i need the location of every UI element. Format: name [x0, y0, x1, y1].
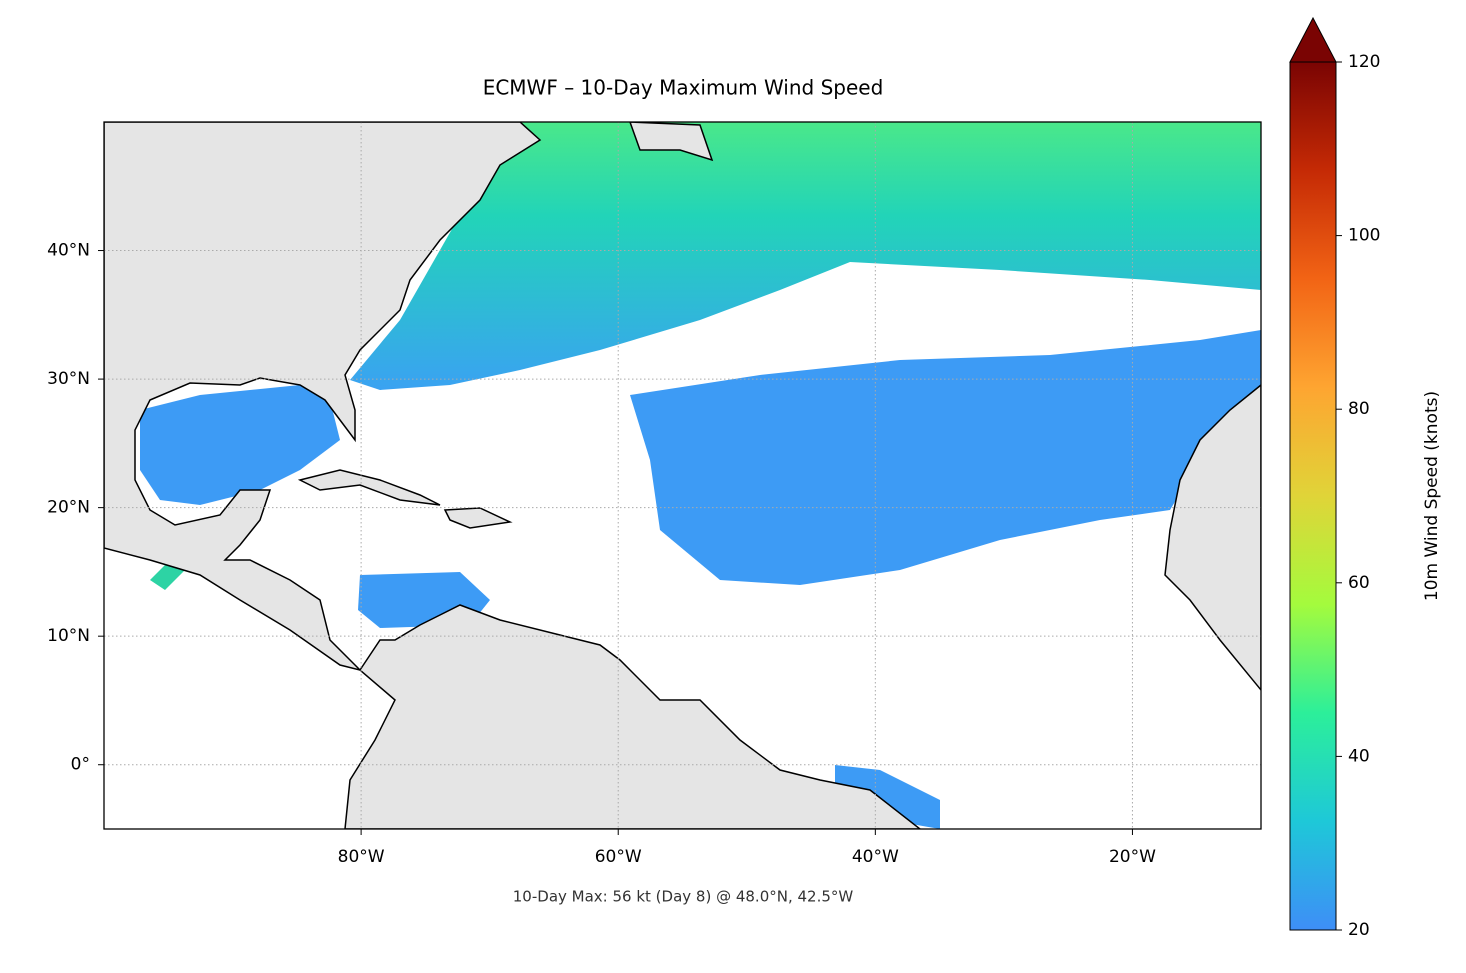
- wind-holes: [760, 290, 1250, 352]
- colorbar-tick-label: 20: [1348, 920, 1370, 940]
- annotation: 10-Day Max: 56 kt (Day 8) @ 48.0°N, 42.5…: [513, 888, 854, 906]
- colorbar-tick-label: 60: [1348, 573, 1370, 593]
- colorbar-tick-label: 100: [1348, 226, 1380, 246]
- colorbar-label: 10m Wind Speed (knots): [1422, 391, 1442, 601]
- colorbar-tick-label: 40: [1348, 746, 1370, 766]
- americas: [104, 122, 922, 829]
- colorbar-tick-label: 120: [1348, 52, 1380, 72]
- colorbar: [1289, 61, 1337, 931]
- x-tick-label: 80°W: [338, 847, 385, 867]
- cuba: [297, 469, 441, 506]
- y-tick-label: 40°N: [47, 241, 90, 261]
- x-tick-label: 40°W: [852, 847, 899, 867]
- chart-title: ECMWF – 10-Day Maximum Wind Speed: [483, 76, 884, 100]
- y-tick-label: 10°N: [47, 626, 90, 646]
- africa: [1164, 384, 1261, 692]
- map: [104, 122, 1261, 829]
- colorbar-tick-label: 80: [1348, 399, 1370, 419]
- wind-north: [350, 122, 1261, 390]
- wind-subtropical: [630, 330, 1261, 585]
- x-tick-label: 60°W: [595, 847, 642, 867]
- y-tick-label: 20°N: [47, 498, 90, 518]
- wind-gulf: [140, 385, 340, 505]
- x-tick-label: 20°W: [1109, 847, 1156, 867]
- colorbar-extend: [1289, 16, 1337, 63]
- map-frame: [103, 121, 1262, 830]
- hispaniola: [443, 507, 513, 529]
- newfoundland: [629, 122, 714, 162]
- y-tick-label: 0°: [71, 755, 90, 775]
- y-tick-label: 30°N: [47, 369, 90, 389]
